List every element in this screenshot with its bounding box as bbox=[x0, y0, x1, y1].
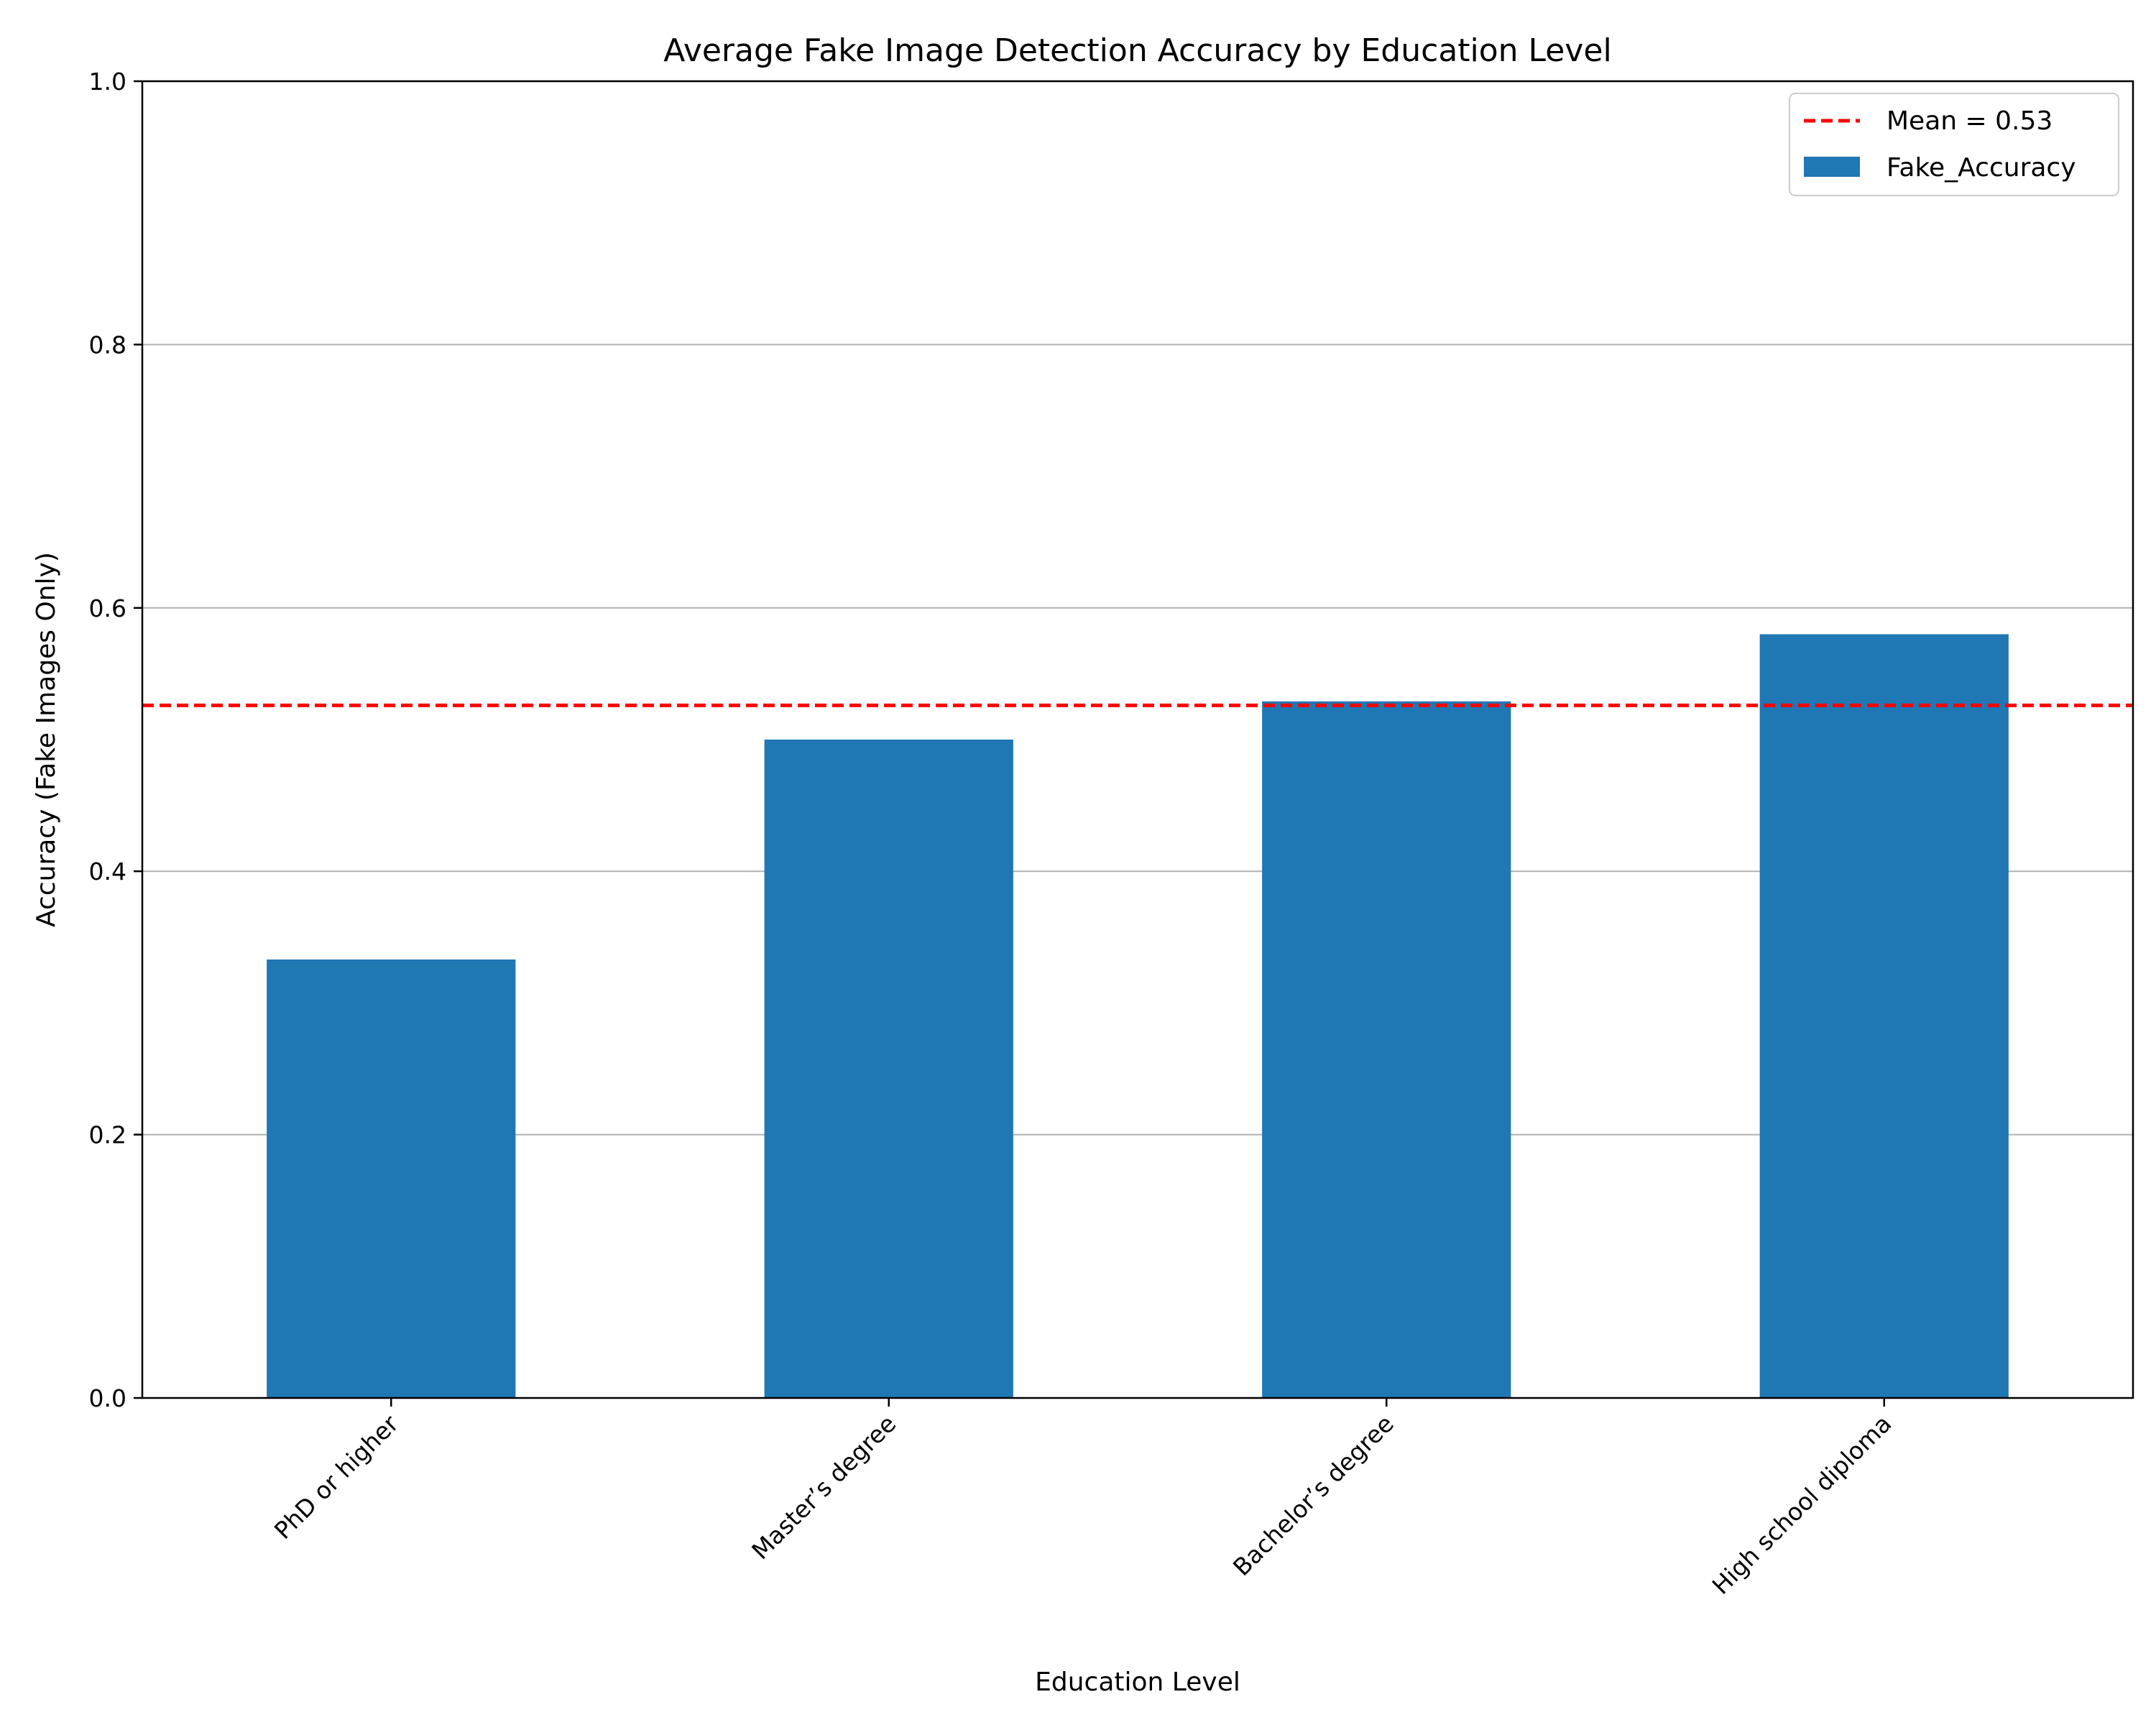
y-tick-label-2: 0.4 bbox=[89, 857, 126, 886]
y-tick-label-4: 0.8 bbox=[89, 331, 126, 359]
legend-frame bbox=[1789, 93, 2119, 196]
legend-swatch-fake-accuracy bbox=[1804, 157, 1860, 177]
y-tick-label-1: 0.2 bbox=[89, 1121, 126, 1149]
bar-1 bbox=[764, 740, 1013, 1398]
plot-frame bbox=[141, 80, 2134, 1399]
bar-3 bbox=[1759, 634, 2009, 1399]
y-tick-label-3: 0.6 bbox=[89, 594, 126, 622]
chart-title: Average Fake Image Detection Accuracy by… bbox=[663, 32, 1611, 69]
legend: Mean = 0.53 Fake_Accuracy bbox=[1789, 93, 2119, 196]
bars bbox=[267, 634, 2009, 1399]
y-axis-label: Accuracy (Fake Images Only) bbox=[32, 552, 61, 927]
bar-2 bbox=[1262, 701, 1511, 1398]
legend-label-fake-accuracy: Fake_Accuracy bbox=[1886, 153, 2076, 183]
legend-label-mean: Mean = 0.53 bbox=[1886, 106, 2053, 136]
y-axis: 0.0 0.2 0.4 0.6 0.8 1.0 bbox=[89, 68, 142, 1412]
y-tick-label-5: 1.0 bbox=[89, 68, 126, 96]
y-tick-label-0: 0.0 bbox=[89, 1384, 126, 1412]
x-axis-label: Education Level bbox=[1035, 1668, 1240, 1697]
bar-0 bbox=[267, 959, 516, 1398]
